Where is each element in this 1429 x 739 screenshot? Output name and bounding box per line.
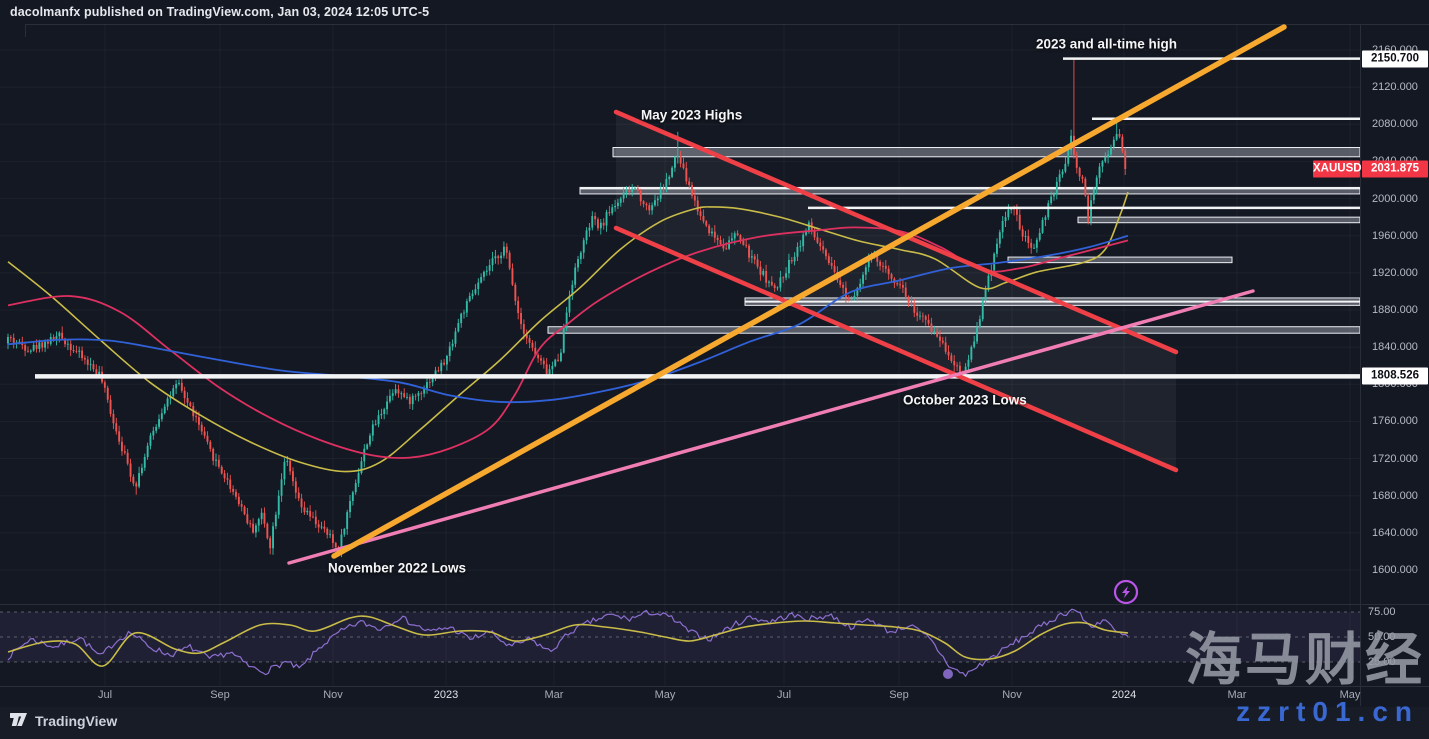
level-price-label: 1808.526 — [1362, 367, 1428, 385]
bottom-bar — [0, 707, 1429, 739]
tradingview-logo-text: TradingView — [35, 712, 118, 729]
rsi-line — [7, 608, 1129, 678]
flash-boost-icon[interactable] — [1113, 579, 1139, 605]
price-tick-label: 1960.000 — [1372, 229, 1418, 242]
supply-demand-zone-0[interactable] — [612, 146, 1360, 158]
price-tick-label: 1640.000 — [1372, 526, 1418, 539]
rsi-tick-label: 75.00 — [1368, 606, 1396, 618]
orange-uptrend[interactable] — [331, 24, 1287, 559]
supply-demand-zone-3[interactable] — [1007, 256, 1233, 264]
time-tick-label: 2024 — [1111, 689, 1137, 701]
watermark-url: zzrt01.cn — [1236, 696, 1419, 727]
time-tick-label: Mar — [544, 689, 564, 701]
rsi-pane[interactable] — [0, 608, 1360, 679]
chart-annotation[interactable]: May 2023 Highs — [641, 107, 743, 123]
time-tick-label: Nov — [1002, 689, 1022, 701]
price-tick-label: 1680.000 — [1372, 489, 1418, 502]
grid — [0, 24, 1360, 686]
header-divider — [25, 24, 1429, 25]
time-tick-label: May — [654, 689, 676, 701]
pink-uptrend[interactable] — [287, 289, 1255, 565]
supply-demand-zone-5[interactable] — [547, 326, 1360, 334]
price-tick-label: 1920.000 — [1372, 266, 1418, 279]
publish-byline: dacolmanfx published on TradingView.com,… — [10, 5, 430, 19]
time-tick-label: Mar — [1227, 689, 1247, 701]
supply-demand-zone-2[interactable] — [1077, 216, 1360, 224]
tradingview-logo[interactable]: TradingView — [10, 712, 117, 729]
rsi-tick-label: 25.00 — [1368, 656, 1396, 668]
time-tick-label: Sep — [889, 689, 909, 701]
ma-slow-blue[interactable] — [7, 234, 1129, 404]
price-tick-label: 2080.000 — [1372, 118, 1418, 131]
chart-annotation[interactable]: 2023 and all-time high — [1036, 36, 1178, 52]
time-tick-label: May — [1339, 689, 1361, 701]
time-tick-label: Nov — [323, 689, 343, 701]
time-tick-label: Jul — [97, 689, 113, 701]
time-axis[interactable] — [0, 686, 1360, 706]
pane-divider-main-rsi[interactable] — [0, 604, 1429, 605]
price-tick-label: 1880.000 — [1372, 303, 1418, 316]
level-price-label: 2150.700 — [1362, 50, 1428, 68]
price-tick-label: 1760.000 — [1372, 415, 1418, 428]
current-price-label: 2031.875 — [1362, 160, 1428, 178]
main-pane[interactable] — [6, 57, 1361, 558]
red-channel-lower[interactable] — [613, 225, 1179, 473]
price-tick-label: 1600.000 — [1372, 563, 1418, 576]
watermark-chinese: 海马财经 — [1185, 628, 1425, 692]
time-tick-label: Sep — [210, 689, 230, 701]
price-tick-label: 2000.000 — [1372, 192, 1418, 205]
price-tick-label: 1720.000 — [1372, 452, 1418, 465]
time-axis-divider — [0, 686, 1429, 687]
time-tick-label: Jul — [776, 689, 792, 701]
red-channel-fill — [616, 112, 1176, 470]
symbol-flag-label: XAUUSD — [1313, 160, 1362, 178]
price-axis-divider — [1360, 24, 1361, 706]
tradingview-logo-icon — [10, 712, 29, 729]
rsi-oversold-marker — [943, 669, 953, 679]
price-tick-label: 1840.000 — [1372, 341, 1418, 354]
chart-annotation[interactable]: November 2022 Lows — [328, 560, 467, 576]
price-tick-label: 2120.000 — [1372, 81, 1418, 94]
red-channel-upper[interactable] — [613, 109, 1179, 355]
rsi-tick-label: 50.00 — [1368, 631, 1396, 643]
chart-annotation[interactable]: October 2023 Lows — [903, 392, 1027, 408]
ma-fast-yellow[interactable] — [7, 191, 1129, 473]
header-divider-tick — [25, 24, 26, 37]
time-tick-label: 2023 — [433, 689, 459, 701]
rsi-ma-line — [7, 615, 1129, 667]
